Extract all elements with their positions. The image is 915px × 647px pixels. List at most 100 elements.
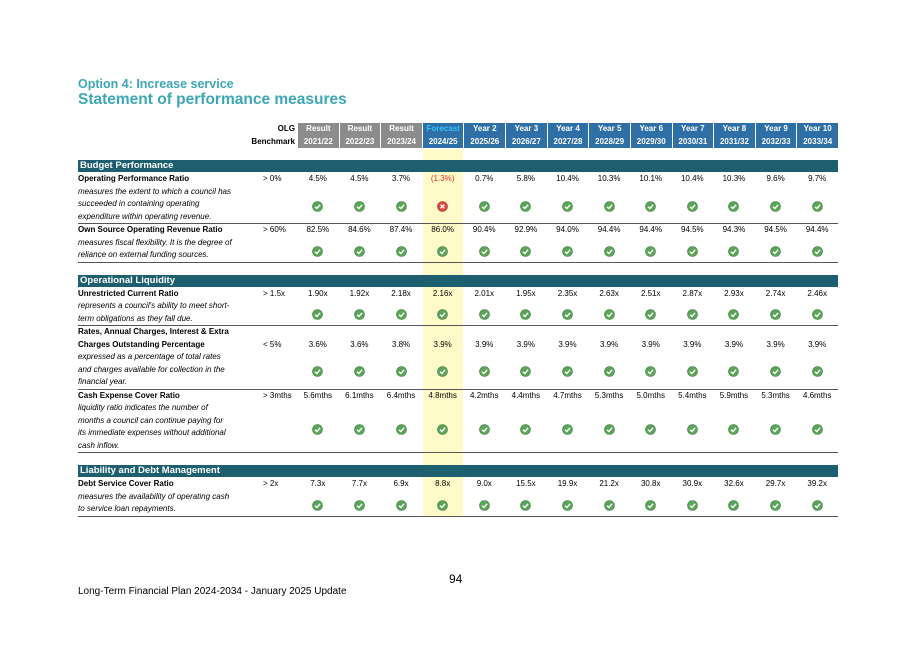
measure-description: measures the availability of operating c… (78, 491, 230, 501)
icon-circle (811, 309, 823, 320)
icon-circle (437, 309, 448, 320)
icon-circle (562, 423, 573, 435)
icon-glyph (689, 426, 696, 433)
measure-value: 0.7% (475, 174, 494, 183)
status-icon (312, 244, 324, 257)
icon-circle (478, 200, 490, 212)
measure-description: expenditure within operating revenue. (78, 211, 212, 221)
icon-circle (354, 309, 365, 320)
status-icon (562, 307, 573, 320)
measure-value: 3.9% (641, 339, 660, 349)
measure-value: 5.6mths (303, 390, 333, 400)
status-icon (395, 307, 407, 320)
column-header-bottom: 2024/25 (428, 136, 458, 146)
icon-glyph (689, 502, 696, 509)
status-icon (478, 244, 490, 257)
measure-value: 10.3% (722, 174, 746, 183)
icon-circle (728, 200, 740, 212)
icon-glyph (606, 502, 613, 509)
check-icon (811, 499, 823, 511)
measure-value: 94.5% (764, 225, 787, 234)
icon-circle (770, 200, 781, 212)
check-icon (562, 499, 573, 511)
icon-circle (520, 423, 532, 435)
status-icon (354, 364, 365, 378)
status-icon (728, 199, 740, 212)
status-icon (811, 307, 823, 320)
check-icon (520, 200, 532, 212)
section-title: Liability and Debt Management (80, 465, 220, 476)
measure-description: succeeded in containing operating (78, 199, 200, 208)
measure-value: 4.2mths (470, 390, 499, 400)
measure-value: 7.3x (310, 479, 326, 488)
icon-circle (728, 499, 740, 511)
measure-value: 84.6% (348, 225, 371, 234)
section-header (78, 465, 838, 477)
check-icon (478, 499, 490, 511)
status-icon (520, 244, 532, 257)
icon-glyph (481, 502, 488, 509)
column-header-top: Year 10 (803, 124, 832, 133)
icon-circle (312, 366, 324, 378)
check-icon (478, 309, 490, 320)
status-icon (770, 199, 781, 212)
icon-circle (770, 499, 781, 511)
measure-value: 6.1mths (345, 390, 374, 400)
column-header-bg (630, 123, 672, 148)
icon-glyph (522, 369, 530, 375)
icon-glyph (314, 426, 321, 433)
check-icon (770, 499, 781, 511)
icon-circle (728, 245, 740, 257)
icon-glyph (439, 248, 446, 255)
status-icon (478, 498, 490, 511)
measure-value: 15.5x (516, 479, 536, 488)
measure-value: 10.1% (639, 174, 663, 183)
status-icon (437, 422, 448, 435)
check-icon (645, 309, 657, 320)
measure-description: financial year. (78, 377, 128, 386)
check-icon (395, 366, 407, 378)
icon-circle (811, 423, 823, 435)
icon-circle (728, 366, 740, 378)
status-icon (603, 307, 615, 320)
measure-value: 19.9x (557, 479, 578, 488)
icon-glyph (356, 502, 363, 509)
icon-circle (354, 200, 365, 212)
status-icon (478, 364, 490, 378)
column-header-bottom: 2025/26 (470, 136, 500, 146)
check-icon (603, 423, 615, 435)
measure-value: 30.9x (682, 479, 703, 488)
icon-circle (603, 309, 615, 320)
check-icon (395, 423, 407, 435)
measure-value: 8.8x (435, 479, 451, 488)
icon-circle (770, 309, 781, 320)
icon-glyph (356, 369, 363, 375)
column-header-top: Year 3 (514, 124, 539, 133)
icon-glyph (772, 502, 779, 509)
measure-value: 9.6% (766, 174, 785, 183)
check-icon (312, 309, 324, 320)
icon-glyph (814, 426, 821, 433)
icon-circle (478, 423, 490, 435)
icon-glyph (814, 369, 821, 375)
measure-description: months a council can continue paying for (78, 415, 223, 425)
measure-value: 2.35x (557, 288, 578, 298)
measure-value: 10.4% (556, 174, 579, 183)
icon-circle (687, 200, 698, 212)
measure-value: 1.92x (349, 288, 370, 298)
column-header-top: Year 5 (597, 124, 622, 133)
check-icon (645, 200, 657, 212)
column-header-top: Year 4 (556, 124, 580, 133)
check-icon (562, 245, 573, 257)
icon-circle (354, 245, 365, 257)
check-icon (395, 309, 407, 320)
column-header-top: Result (347, 124, 373, 133)
icon-glyph (314, 248, 321, 255)
column-header-bottom: 2032/33 (761, 136, 791, 146)
icon-glyph (606, 204, 613, 210)
icon-circle (312, 423, 324, 435)
measure-description: expressed as a percentage of total rates (78, 352, 221, 361)
measure-value: 3.7% (391, 174, 411, 183)
check-icon (687, 200, 698, 212)
status-icon (645, 422, 657, 435)
